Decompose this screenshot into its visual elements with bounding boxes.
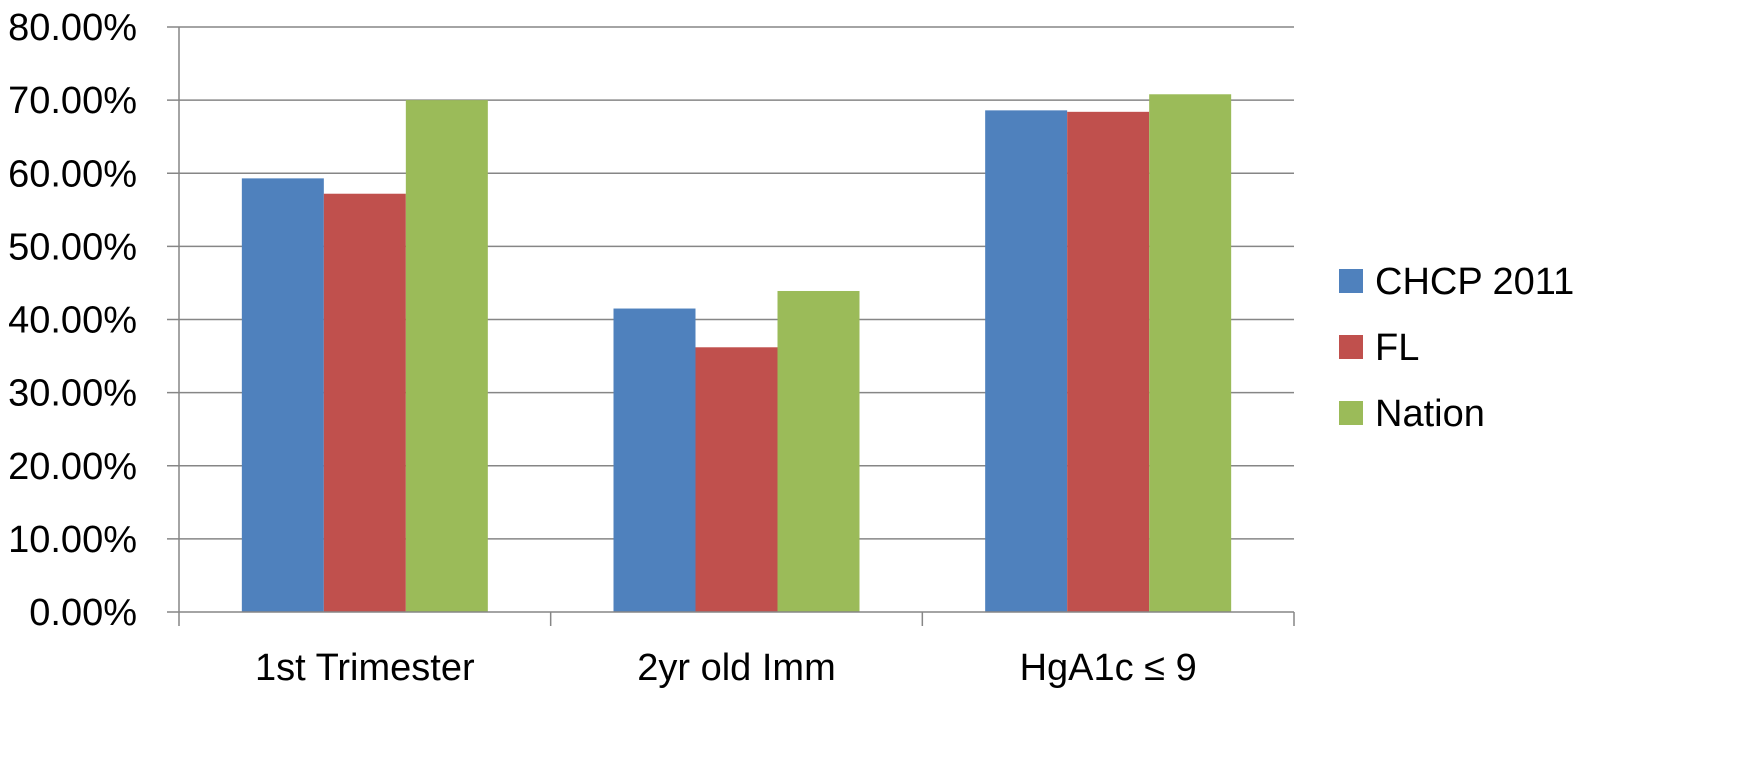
axes [167, 26, 1295, 626]
y-tick-label: 10.00% [8, 519, 137, 561]
x-tick-label: HgA1c ≤ 9 [1020, 647, 1197, 689]
y-tick-label: 0.00% [29, 592, 137, 634]
legend-label: Nation [1375, 393, 1485, 435]
y-tick-label: 40.00% [8, 300, 137, 342]
bars [241, 94, 1232, 613]
bar-fl-2 [695, 347, 778, 612]
bar-chcp-2011-3 [985, 110, 1068, 613]
x-tick-label: 1st Trimester [255, 647, 475, 689]
x-tick-label: 2yr old Imm [637, 647, 835, 689]
x-axis-tick-labels: 1st Trimester 2yr old Imm HgA1c ≤ 9 [255, 647, 1197, 689]
y-tick-label: 20.00% [8, 446, 137, 488]
y-tick-label: 60.00% [8, 153, 137, 195]
bar-nation-2 [777, 290, 860, 612]
legend-label: CHCP 2011 [1375, 261, 1574, 303]
y-tick-label: 80.00% [8, 7, 137, 49]
bar-nation-3 [1149, 94, 1232, 612]
legend-swatch [1339, 335, 1363, 359]
legend: CHCP 2011 FL Nation [1339, 261, 1574, 435]
legend-swatch [1339, 401, 1363, 425]
bar-nation-1 [405, 100, 488, 612]
y-tick-label: 30.00% [8, 373, 137, 415]
y-axis-tick-labels: 0.00% 10.00% 20.00% 30.00% 40.00% 50.00% 60.00… [8, 7, 137, 634]
y-tick-label: 50.00% [8, 226, 137, 268]
legend-swatch [1339, 269, 1363, 293]
bar-chcp-2011-1 [241, 178, 324, 612]
y-tick-label: 70.00% [8, 80, 137, 122]
bar-fl-3 [1067, 111, 1150, 612]
legend-label: FL [1375, 327, 1419, 369]
bar-fl-1 [323, 193, 406, 612]
bar-chcp-2011-2 [613, 308, 696, 612]
